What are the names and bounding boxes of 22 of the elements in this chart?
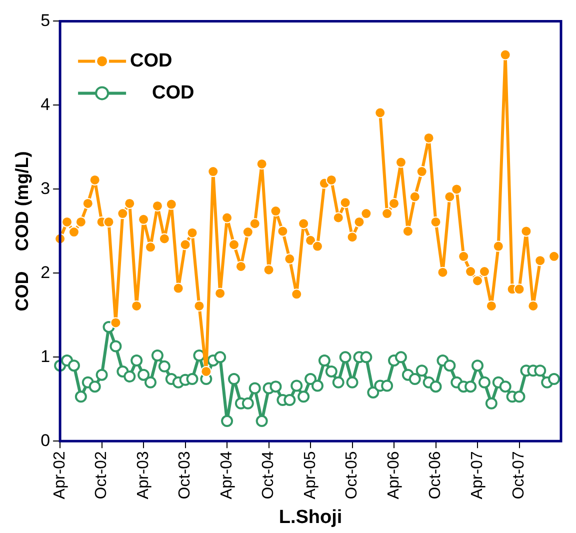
x-tick-label: Apr-02 [51, 451, 68, 500]
x-tick-label: Oct-03 [176, 451, 194, 500]
x-tick-label: Apr-03 [134, 451, 152, 500]
x-tick-label: Oct-04 [260, 451, 278, 500]
legend-label: COD [152, 82, 194, 104]
x-tick-label: Oct-06 [427, 451, 444, 500]
y-tick-label: 3 [40, 178, 50, 198]
y-axis-title: COD COD (mg/L) [12, 151, 32, 312]
y-tick-label: 0 [40, 430, 50, 450]
y-tick-label: 1 [40, 346, 50, 366]
x-tick-label: Apr-06 [385, 451, 402, 500]
x-tick-label: Apr-04 [218, 451, 236, 500]
x-tick-label: Apr-05 [302, 451, 319, 500]
x-axis-title: L.Shoji [278, 506, 342, 528]
y-tick-label: 5 [40, 10, 50, 30]
x-tick-label: Oct-02 [93, 451, 110, 500]
y-tick-label: 4 [40, 94, 50, 114]
y-tick-label: 2 [40, 262, 50, 282]
x-tick-label: Oct-05 [344, 451, 361, 500]
legend-label: COD [130, 50, 172, 72]
x-tick-label: Apr-07 [468, 451, 486, 500]
x-tick-label: Oct-07 [510, 451, 528, 500]
